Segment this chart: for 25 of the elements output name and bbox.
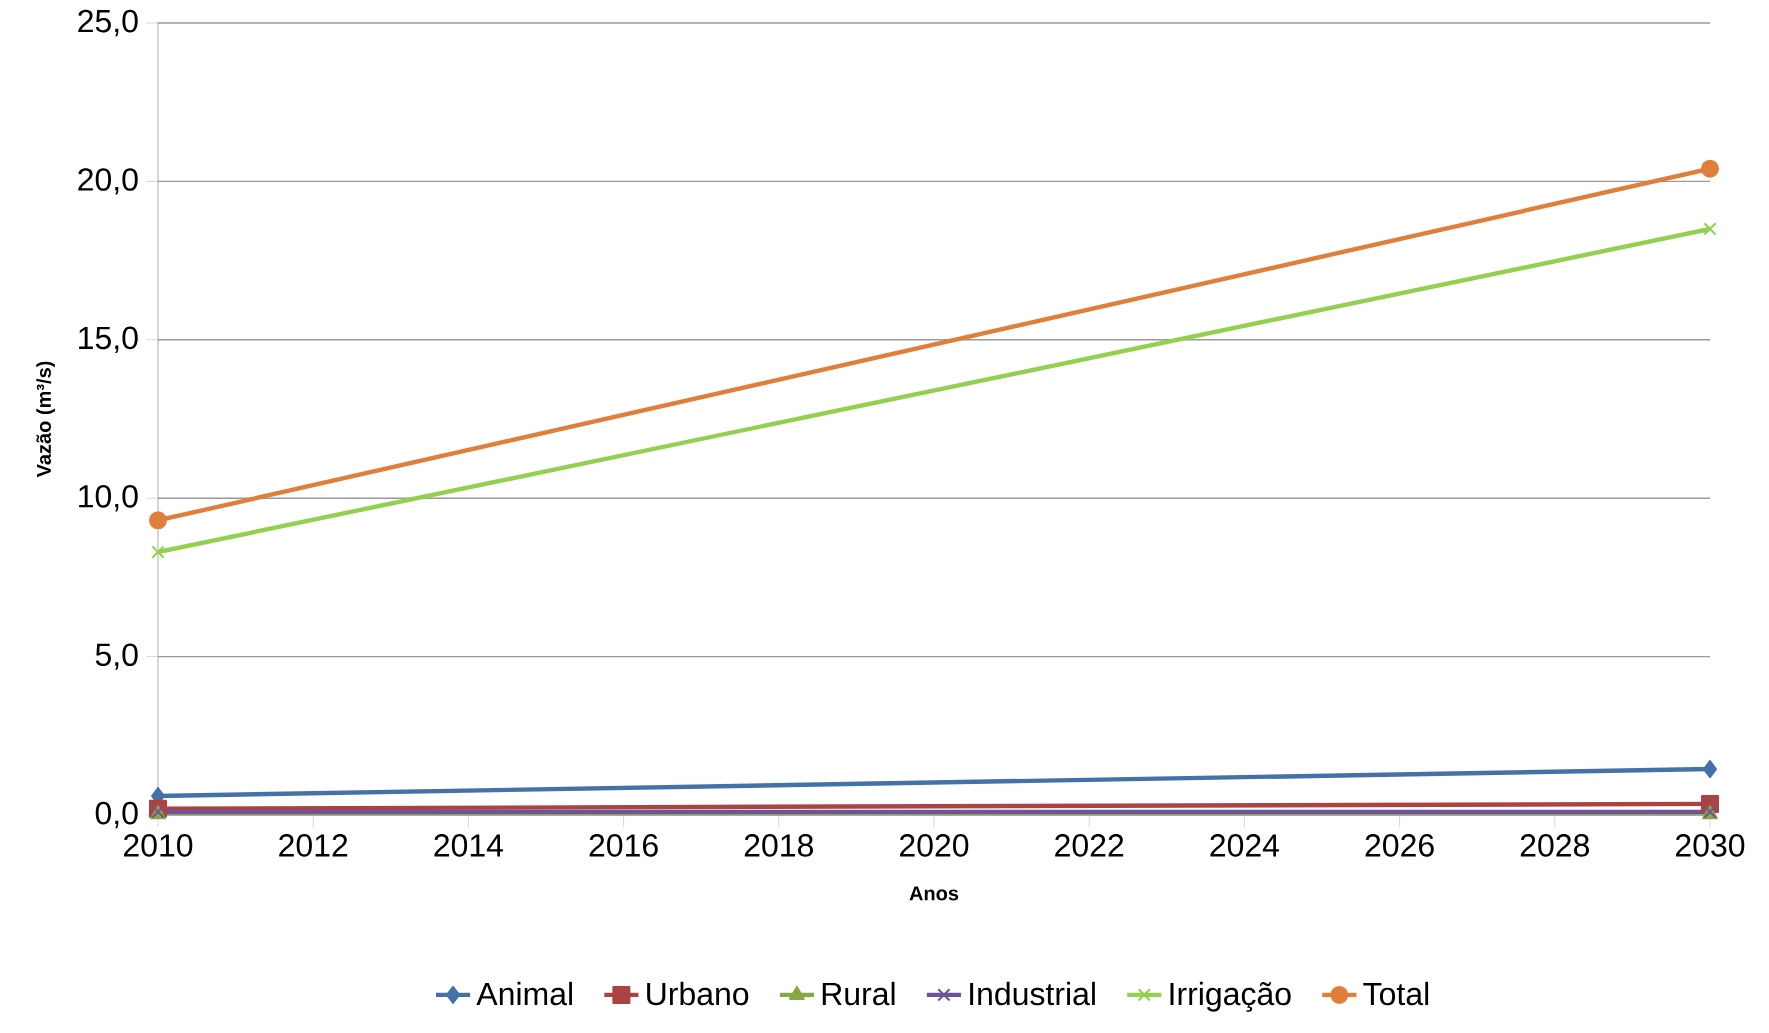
y-tick-label: 5,0 [95, 643, 138, 670]
legend-label: Industrial [970, 981, 1095, 1006]
x-tick-label: 2024 [1210, 834, 1280, 857]
y-tick-label: 25,0 [78, 9, 138, 37]
legend-label: Total [1363, 981, 1429, 1006]
legend-label: Urbano [647, 981, 749, 1006]
y-tick-label: 15,0 [79, 326, 138, 353]
y-axis-title: Vazão (m³/s) [36, 361, 55, 478]
x-tick-label: 2010 [124, 834, 193, 857]
y-tick-label: 10,0 [79, 484, 138, 512]
x-tick-label: 2012 [279, 834, 348, 857]
x-tick-label: 2028 [1520, 834, 1589, 857]
legend-label: Animal [476, 981, 572, 1006]
x-tick-label: 2016 [589, 834, 658, 857]
y-tick-label: 0,0 [95, 801, 138, 829]
x-tick-label: 2020 [900, 834, 969, 857]
y-tick-label: 20,0 [78, 168, 138, 195]
x-tick-label: 2030 [1676, 834, 1745, 857]
x-tick-label: 2018 [744, 834, 813, 857]
legend-label: Irrigação [1170, 981, 1291, 1012]
x-axis-title: Anos [909, 886, 959, 901]
x-tick-label: 2014 [434, 834, 504, 857]
legend-label: Rural [822, 981, 895, 1006]
x-tick-label: 2022 [1055, 834, 1124, 857]
x-tick-label: 2026 [1365, 834, 1434, 857]
